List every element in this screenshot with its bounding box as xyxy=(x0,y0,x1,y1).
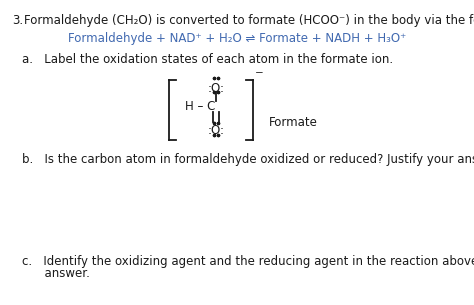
Text: c.   Identify the oxidizing agent and the reducing agent in the reaction above. : c. Identify the oxidizing agent and the … xyxy=(22,255,474,268)
Text: b.   Is the carbon atom in formaldehyde oxidized or reduced? Justify your answer: b. Is the carbon atom in formaldehyde ox… xyxy=(22,153,474,166)
Text: Formaldehyde + NAD⁺ + H₂O ⇌ Formate + NADH + H₃O⁺: Formaldehyde + NAD⁺ + H₂O ⇌ Formate + NA… xyxy=(68,32,406,45)
Text: H – C: H – C xyxy=(185,99,215,113)
Text: Formaldehyde (CH₂O) is converted to formate (HCOO⁻) in the body via the followin: Formaldehyde (CH₂O) is converted to form… xyxy=(24,14,474,27)
Text: a.   Label the oxidation states of each atom in the formate ion.: a. Label the oxidation states of each at… xyxy=(22,53,393,66)
Text: 3.: 3. xyxy=(12,14,23,27)
Text: Formate: Formate xyxy=(269,116,318,128)
Text: answer.: answer. xyxy=(22,267,90,280)
Text: :O:: :O: xyxy=(208,82,225,95)
Text: −: − xyxy=(255,68,264,78)
Text: :O:: :O: xyxy=(208,124,225,137)
